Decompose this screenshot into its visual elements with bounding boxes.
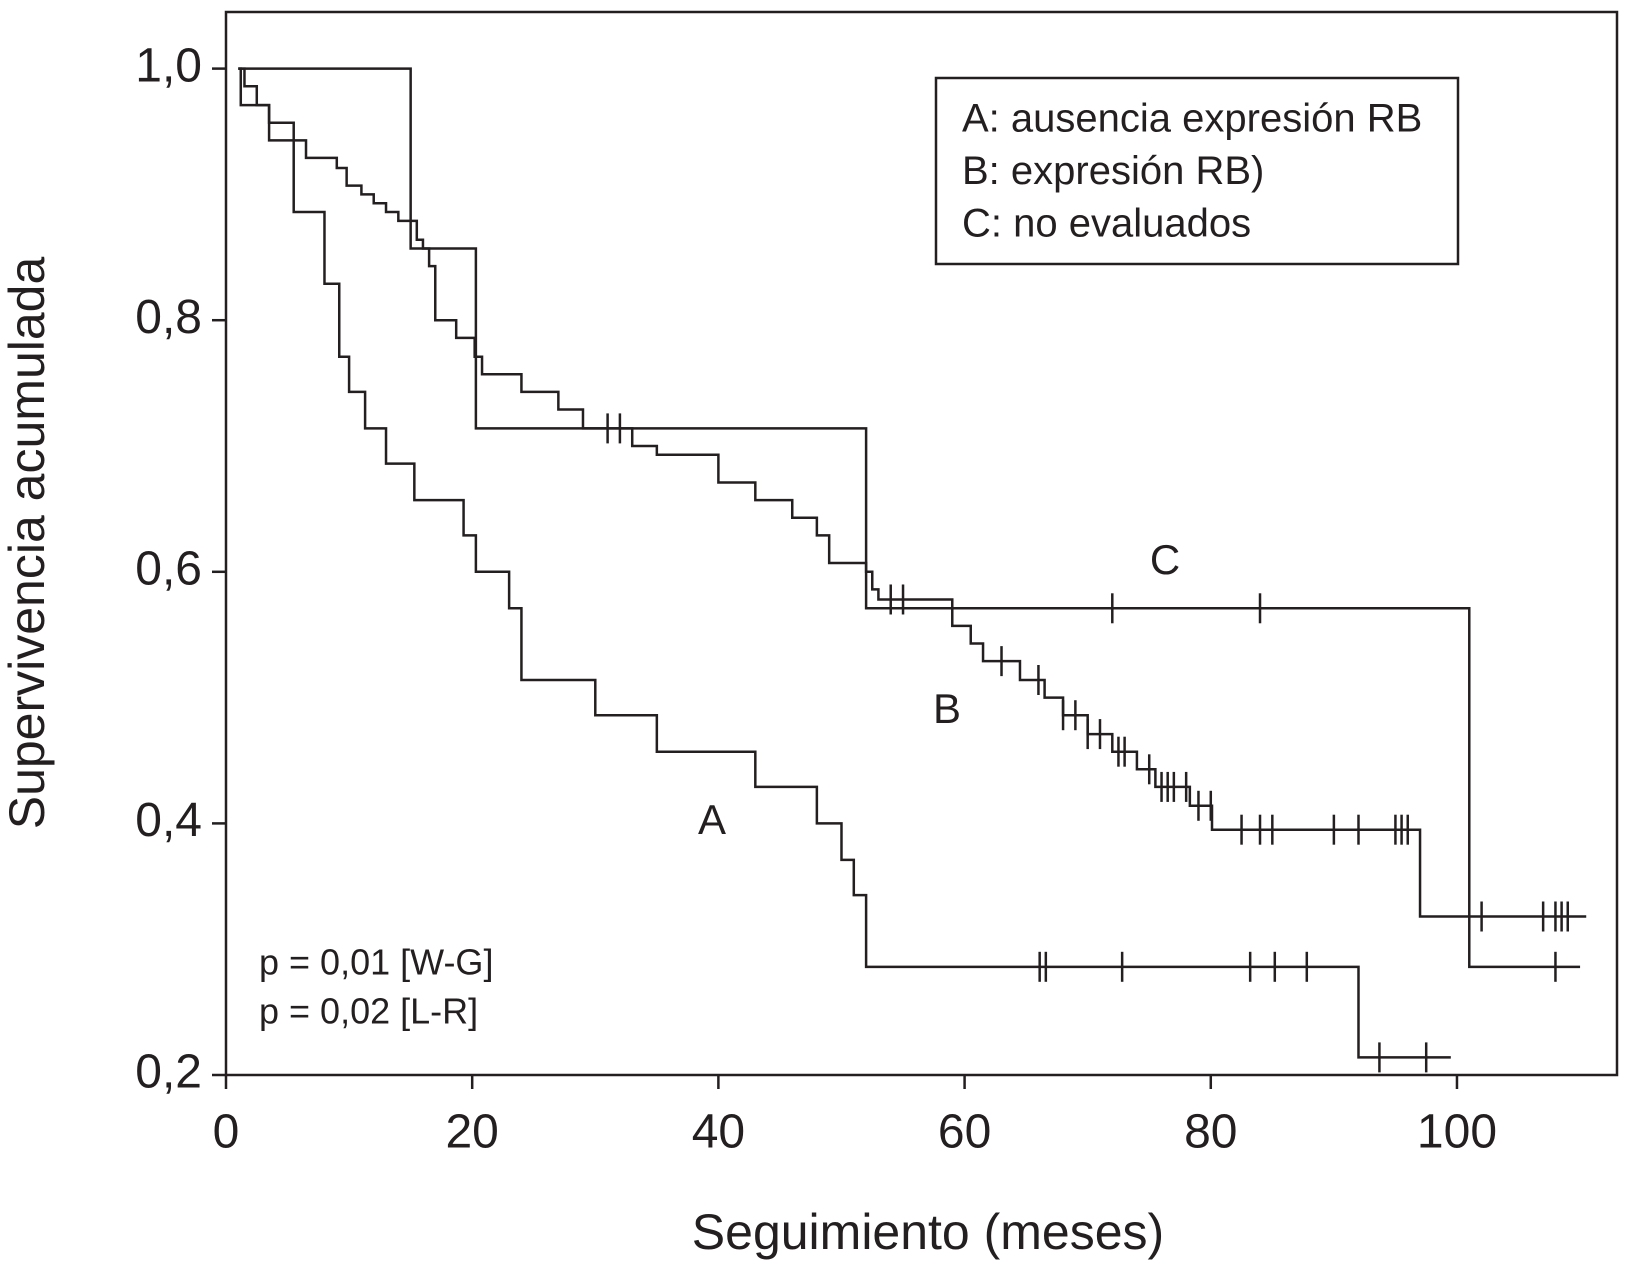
x-tick-label: 40 [692,1106,745,1159]
x-tick-label: 60 [938,1106,991,1159]
y-axis-label: Supervivencia acumulada [0,257,55,830]
legend-entry: C: no evaluados [962,202,1251,246]
x-tick-label: 80 [1184,1106,1237,1159]
x-tick-label: 0 [213,1106,240,1159]
y-tick-label: 0,4 [135,794,202,847]
curve-label: B [933,685,961,732]
legend-box [934,76,1460,266]
y-tick-label: 0,6 [135,542,202,595]
curve-label: C [1150,536,1180,583]
survival-curve [238,67,1587,918]
curve-label: A [698,796,726,843]
survival-curve [238,67,1581,969]
y-tick-label: 0,2 [135,1046,202,1099]
x-tick-label: 20 [445,1106,498,1159]
y-tick-label: 0,8 [135,291,202,344]
annotation: p = 0,02 [L-R] [259,991,478,1032]
plot-frame [224,10,1619,1077]
annotation: p = 0,01 [W-G] [259,942,493,983]
survival-curve [238,67,1451,1059]
y-tick-label: 1,0 [135,39,202,92]
legend-entry: A: ausencia expresión RB [962,97,1422,141]
legend-entry: B: expresión RB) [962,149,1264,193]
x-tick-label: 100 [1417,1106,1497,1159]
x-axis-label: Seguimiento (meses) [692,1204,1164,1260]
